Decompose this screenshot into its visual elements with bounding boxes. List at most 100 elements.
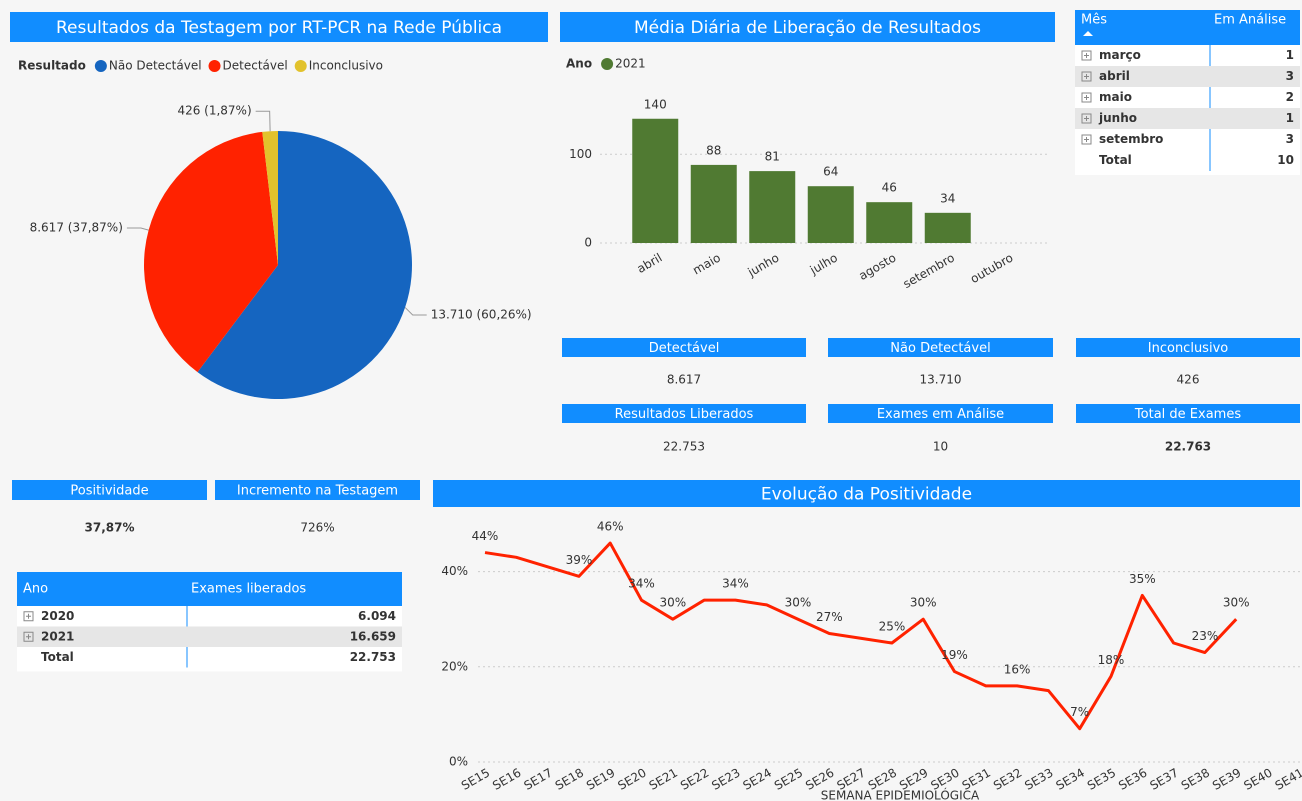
data-label: 30%: [659, 596, 686, 610]
row-value: 3: [1286, 132, 1294, 146]
data-label: 8.617 (37,87%): [30, 221, 123, 235]
data-label: 23%: [1192, 629, 1219, 643]
table-header: [17, 572, 402, 606]
x-tick-label: SE15: [459, 766, 492, 793]
card-label: Total de Exames: [1134, 407, 1241, 422]
data-label: 25%: [879, 620, 906, 634]
data-label: 44%: [472, 529, 499, 543]
x-tick-label: julho: [807, 251, 840, 278]
data-label: 39%: [566, 553, 593, 567]
pie-slice: [143, 131, 278, 373]
card-label: Positividade: [70, 484, 148, 499]
title-bar: [10, 12, 548, 42]
bar: [749, 171, 796, 243]
data-label: 34%: [722, 577, 749, 591]
card-label: Incremento na Testagem: [237, 484, 398, 499]
x-tick-label: SE19: [584, 766, 617, 793]
y-tick-label: 20%: [441, 659, 468, 673]
legend-label: 2021: [615, 57, 646, 71]
total-label: Total: [1099, 153, 1132, 167]
x-tick-label: SE23: [709, 766, 742, 793]
x-tick-label: SE24: [741, 766, 774, 793]
legend-marker: [94, 60, 107, 72]
expand-icon[interactable]: [1081, 113, 1092, 124]
bar: [690, 164, 737, 243]
data-label: 34: [940, 191, 955, 205]
row-value: 6.094: [358, 609, 396, 623]
x-tick-label: agosto: [856, 251, 898, 283]
expand-icon[interactable]: [1081, 92, 1092, 103]
y-tick-label: 40%: [441, 564, 468, 578]
pie-slice: [197, 131, 412, 399]
x-tick-label: SE40: [1241, 766, 1274, 793]
row-label: maio: [1099, 90, 1132, 104]
column-header: Em Análise: [1214, 13, 1286, 28]
expand-plus: [26, 634, 31, 640]
data-label: 27%: [816, 610, 843, 624]
card-header: [562, 404, 806, 423]
expand-icon[interactable]: [23, 631, 34, 642]
x-tick-label: junho: [745, 251, 782, 280]
leader-line: [126, 227, 149, 231]
data-label: 46%: [597, 520, 624, 534]
legend-label: Detectável: [223, 59, 288, 73]
card-header: [1076, 404, 1300, 423]
card-header: [562, 338, 806, 357]
x-tick-label: maio: [690, 251, 723, 278]
y-tick-label: 100: [569, 147, 592, 161]
data-label: 7%: [1070, 705, 1089, 719]
chart-title: Evolução da Positividade: [761, 485, 972, 505]
data-label: 140: [644, 97, 667, 111]
data-label: 34%: [628, 577, 655, 591]
card-value: 10: [933, 440, 948, 454]
table-header: [1075, 10, 1300, 45]
card-label: Exames em Análise: [877, 407, 1004, 422]
x-tick-label: SE25: [772, 766, 805, 793]
chart-title: Resultados da Testagem por RT-PCR na Red…: [56, 18, 502, 38]
x-tick-label: SE34: [1054, 766, 1087, 793]
data-label: 18%: [1098, 653, 1125, 667]
chart-title: Média Diária de Liberação de Resultados: [634, 18, 981, 38]
expand-icon[interactable]: [1081, 134, 1092, 145]
sort-arrow: [1083, 31, 1093, 36]
row-value: 2: [1286, 90, 1294, 104]
data-label: 35%: [1129, 572, 1156, 586]
bar: [924, 212, 971, 243]
card-label: Resultados Liberados: [615, 407, 754, 422]
expand-icon[interactable]: [1081, 71, 1092, 82]
x-tick-label: SE36: [1116, 766, 1149, 793]
x-tick-label: SE21: [647, 766, 680, 793]
leader-line: [255, 110, 271, 132]
title-bar: [560, 12, 1055, 42]
card-header: [1076, 338, 1300, 357]
data-label: 46: [882, 181, 897, 195]
x-tick-label: SE22: [678, 766, 711, 793]
data-label: 426 (1,87%): [177, 104, 251, 118]
x-tick-label: SE17: [521, 766, 554, 793]
row-label: 2021: [41, 629, 74, 643]
card-label: Detectável: [649, 341, 720, 356]
x-axis-title: SEMANA EPIDEMIOLÓGICA: [821, 788, 980, 801]
x-tick-label: SE37: [1147, 766, 1180, 793]
card-value: 37,87%: [85, 521, 135, 535]
row-value: 3: [1286, 69, 1294, 83]
expand-plus: [1084, 53, 1089, 58]
card-label: Inconclusivo: [1148, 341, 1228, 356]
total-value: 10: [1277, 153, 1294, 167]
expand-icon[interactable]: [1081, 50, 1092, 61]
card-value: 13.710: [920, 373, 962, 387]
column-header: Ano: [23, 582, 48, 597]
data-label: 30%: [785, 596, 812, 610]
legend-marker: [208, 60, 221, 72]
x-tick-label: SE41: [1273, 766, 1302, 793]
bar: [807, 186, 854, 243]
card-label: Não Detectável: [890, 341, 990, 356]
x-tick-label: setembro: [901, 251, 957, 292]
row-value: 1: [1286, 48, 1294, 62]
x-tick-label: SE38: [1179, 766, 1212, 793]
expand-icon[interactable]: [23, 611, 34, 622]
card-header: [828, 404, 1053, 423]
column-header: Mês: [1081, 13, 1107, 28]
y-tick-label: 0%: [449, 755, 468, 769]
total-value: 22.753: [350, 650, 396, 664]
